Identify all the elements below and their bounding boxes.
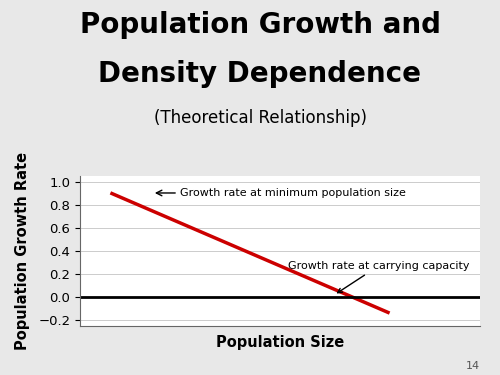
Text: (Theoretical Relationship): (Theoretical Relationship) xyxy=(154,109,366,127)
Text: Population Growth and: Population Growth and xyxy=(80,11,440,39)
Text: 14: 14 xyxy=(466,361,480,371)
Text: Growth rate at minimum population size: Growth rate at minimum population size xyxy=(180,188,406,198)
Text: Growth rate at carrying capacity: Growth rate at carrying capacity xyxy=(288,261,470,293)
Y-axis label: Population Growth Rate: Population Growth Rate xyxy=(15,152,30,350)
Text: Density Dependence: Density Dependence xyxy=(98,60,421,88)
X-axis label: Population Size: Population Size xyxy=(216,334,344,350)
